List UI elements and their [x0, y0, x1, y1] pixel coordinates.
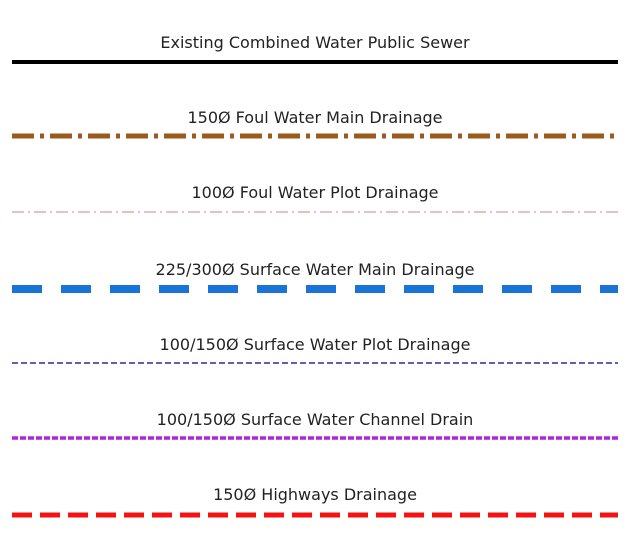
- legend-label: 100Ø Foul Water Plot Drainage: [191, 183, 438, 202]
- legend-label: 225/300Ø Surface Water Main Drainage: [156, 260, 475, 279]
- legend-label: 150Ø Highways Drainage: [213, 485, 417, 504]
- legend-label: 100/150Ø Surface Water Channel Drain: [157, 410, 474, 429]
- legend-label: 100/150Ø Surface Water Plot Drainage: [160, 335, 471, 354]
- legend-label: 150Ø Foul Water Main Drainage: [187, 108, 442, 127]
- legend-label: Existing Combined Water Public Sewer: [160, 33, 470, 52]
